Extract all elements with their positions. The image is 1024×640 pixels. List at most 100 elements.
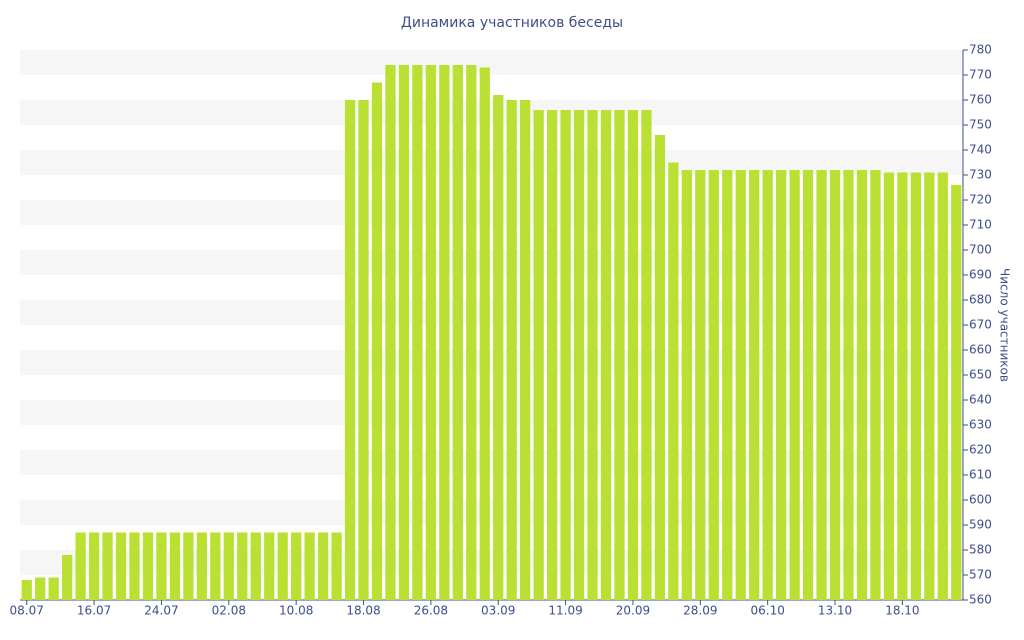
y-tick-label: 730 (969, 168, 992, 182)
x-tick-label: 26.08 (414, 604, 448, 618)
chart-title: Динамика участников беседы (401, 15, 623, 31)
x-tick-label: 02.08 (212, 604, 246, 618)
y-tick-label: 670 (969, 318, 992, 332)
y-tick-label: 560 (969, 593, 992, 607)
bar (479, 67, 490, 600)
y-tick-label: 710 (969, 218, 992, 232)
bar (237, 532, 248, 600)
y-tick-label: 680 (969, 293, 992, 307)
bar (573, 110, 585, 600)
x-tick-label: 24.07 (144, 604, 178, 618)
bar (587, 110, 598, 600)
bar (735, 170, 746, 600)
bar (924, 172, 935, 600)
background-band (20, 100, 963, 125)
bar (789, 170, 800, 600)
bar (129, 532, 140, 600)
bar (304, 532, 315, 600)
x-tick-label: 03.09 (481, 604, 515, 618)
y-tick-label: 780 (969, 43, 992, 57)
bar (264, 532, 275, 600)
bar (681, 170, 692, 600)
x-tick-label: 11.09 (548, 604, 582, 618)
bar (156, 532, 167, 600)
y-tick-label: 770 (969, 68, 992, 82)
bar (910, 172, 921, 600)
bar (816, 170, 827, 600)
bar (547, 110, 558, 600)
bar (344, 100, 356, 600)
x-tick-label: 13.10 (818, 604, 852, 618)
bar (331, 532, 342, 600)
bar (183, 532, 194, 600)
bar (35, 577, 46, 600)
bar (317, 532, 329, 600)
y-tick-label: 750 (969, 118, 992, 132)
bar (937, 172, 948, 600)
bar (21, 580, 32, 600)
y-tick-label: 720 (969, 193, 992, 207)
bar (802, 170, 814, 600)
bar (223, 532, 234, 600)
bar (627, 110, 639, 600)
bar (951, 185, 962, 600)
bar (385, 65, 396, 600)
y-tick-label: 600 (969, 493, 992, 507)
bar (425, 65, 436, 600)
bar (250, 532, 261, 600)
bar (466, 65, 477, 600)
y-tick-label: 650 (969, 368, 992, 382)
x-tick-label: 16.07 (77, 604, 111, 618)
bar (142, 532, 154, 600)
bar (600, 110, 612, 600)
bar (196, 532, 207, 600)
bar (277, 532, 288, 600)
bar (856, 170, 868, 600)
x-tick-label: 10.08 (279, 604, 313, 618)
bar (722, 170, 733, 600)
y-tick-label: 700 (969, 243, 992, 257)
bar (614, 110, 625, 600)
bar (371, 82, 383, 600)
bar (533, 110, 544, 600)
bar (668, 162, 679, 600)
bar (641, 110, 652, 600)
bar (695, 170, 706, 600)
bar (210, 532, 221, 600)
y-tick-label: 690 (969, 268, 992, 282)
bar (62, 555, 73, 600)
bar (506, 100, 517, 600)
y-tick-label: 760 (969, 93, 992, 107)
bar (654, 135, 666, 600)
bar (897, 172, 908, 600)
y-tick-label: 580 (969, 543, 992, 557)
x-tick-label: 08.07 (10, 604, 44, 618)
bar (829, 170, 841, 600)
x-tick-label: 28.09 (683, 604, 717, 618)
y-tick-label: 570 (969, 568, 992, 582)
y-tick-label: 630 (969, 418, 992, 432)
bar (291, 532, 302, 600)
bar (870, 170, 881, 600)
x-tick-label: 18.10 (885, 604, 919, 618)
y-axis-label: Число участников (998, 268, 1012, 382)
bar (493, 95, 504, 600)
x-tick-label: 20.09 (616, 604, 650, 618)
bar (520, 100, 531, 600)
y-tick-label: 740 (969, 143, 992, 157)
x-tick-label: 18.08 (346, 604, 380, 618)
bar (102, 532, 113, 600)
bar (776, 170, 787, 600)
bar (169, 532, 181, 600)
bar (843, 170, 854, 600)
y-tick-label: 620 (969, 443, 992, 457)
bar (749, 170, 760, 600)
bar (358, 100, 369, 600)
x-tick-label: 06.10 (750, 604, 784, 618)
y-tick-label: 660 (969, 343, 992, 357)
y-tick-label: 610 (969, 468, 992, 482)
bar (412, 65, 423, 600)
bar (88, 532, 100, 600)
background-band (20, 50, 963, 75)
